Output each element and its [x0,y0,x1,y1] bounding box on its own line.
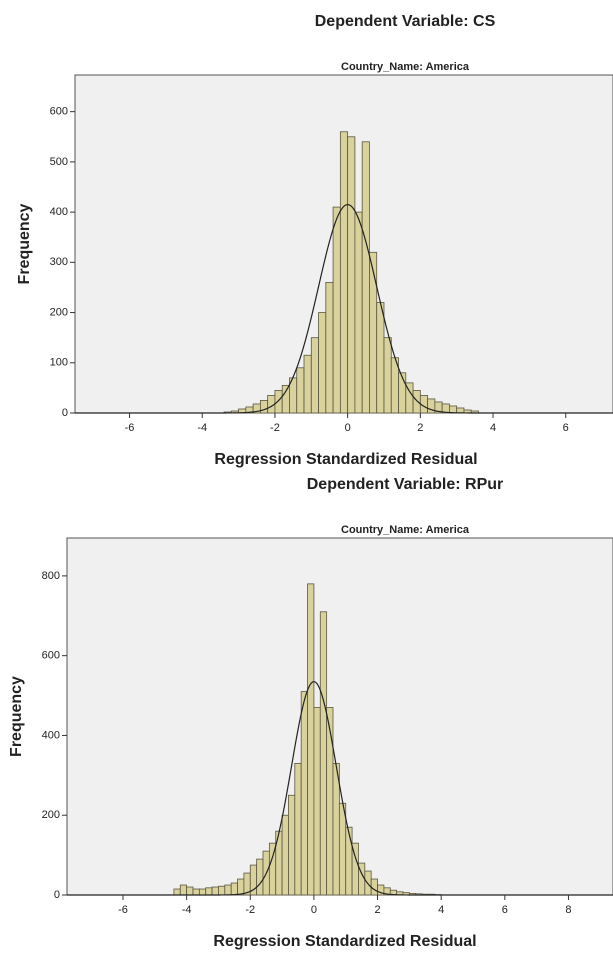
bar [304,355,311,413]
bar [231,883,237,895]
chart-title: Dependent Variable: CS [315,13,496,30]
panel-title: Country_Name: America [341,524,470,536]
x-tick-label: 4 [490,422,496,434]
x-tick-label: 6 [502,904,508,916]
bar [320,612,326,895]
bar [193,889,199,895]
page: Dependent Variable: CS Country_Name: Amer… [0,0,613,953]
bar [326,282,333,413]
y-tick-label: 200 [50,306,68,318]
bar [206,888,212,895]
bar [371,879,377,895]
bar [399,373,406,413]
y-tick-label: 0 [62,407,68,419]
y-tick-label: 400 [42,729,60,741]
y-axis-label: Frequency [16,203,33,284]
bar [333,763,339,895]
y-tick-label: 100 [50,357,68,369]
bar [297,368,304,413]
bar [333,207,340,413]
bar [275,390,282,413]
y-tick-label: 200 [42,809,60,821]
bar [282,385,289,413]
y-tick-label: 0 [54,889,60,901]
bar [348,137,355,413]
bar [218,886,224,895]
bar [449,406,456,413]
bar [225,885,231,895]
x-tick-label: -4 [197,422,207,434]
x-tick-label: -2 [245,904,255,916]
y-axis-label: Frequency [8,676,25,757]
x-tick-label: 4 [438,904,444,916]
bar [180,885,186,895]
bar [384,338,391,413]
bar [327,708,333,895]
bar [308,584,314,895]
y-tick-label: 600 [42,650,60,662]
y-tick-label: 800 [42,570,60,582]
bar [339,803,345,895]
bar [377,303,384,413]
x-tick-label: 6 [563,422,569,434]
bar [355,212,362,413]
bar [260,400,267,413]
x-tick-label: -4 [182,904,192,916]
x-tick-label: 0 [311,904,317,916]
bar [187,887,193,895]
x-axis-label: Regression Standardized Residual [214,451,477,468]
y-tick-label: 300 [50,256,68,268]
bar [314,708,320,895]
bar [346,827,352,895]
x-tick-label: 0 [345,422,351,434]
bar [319,313,326,413]
bar [340,132,347,413]
bar [288,795,294,895]
panel-title: Country_Name: America [341,61,470,73]
x-tick-label: 2 [417,422,423,434]
chart-title: Dependent Variable: RPur [307,476,504,493]
bar [199,889,205,895]
x-tick-label: -6 [118,904,128,916]
bar [174,889,180,895]
bar [362,142,369,413]
x-tick-label: -2 [270,422,280,434]
bar [311,338,318,413]
bar [413,390,420,413]
y-tick-label: 600 [50,106,68,118]
x-tick-label: -6 [125,422,135,434]
x-axis-label: Regression Standardized Residual [213,933,476,950]
bar [257,859,263,895]
bar [369,252,376,413]
bar [295,763,301,895]
bar [212,887,218,895]
x-tick-label: 2 [374,904,380,916]
y-tick-label: 500 [50,156,68,168]
bar [282,815,288,895]
bar [301,692,307,895]
y-tick-label: 400 [50,206,68,218]
bar [238,879,244,895]
x-tick-label: 8 [565,904,571,916]
